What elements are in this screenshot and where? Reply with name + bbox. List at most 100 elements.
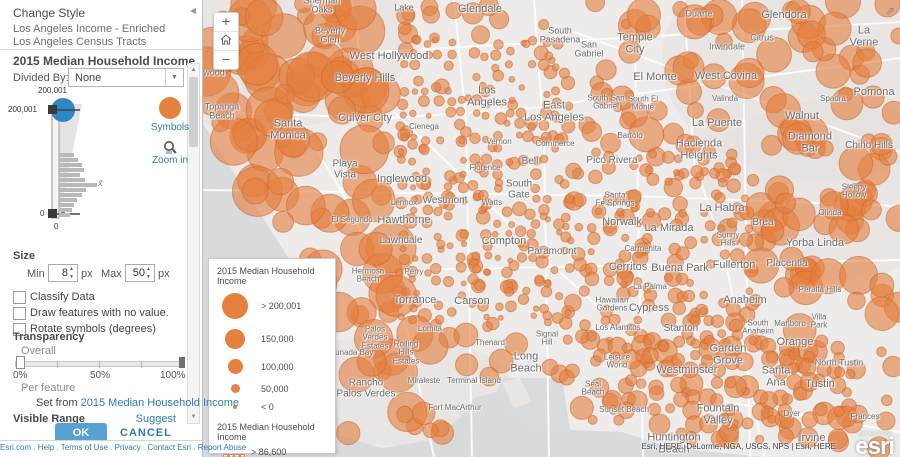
spin-down-icon: ▼ — [69, 274, 74, 280]
income-symbol — [442, 276, 455, 288]
income-symbol — [710, 314, 725, 328]
expand-map-icon[interactable]: ⇗ — [884, 4, 895, 18]
max-size-spinner[interactable]: ▲ ▼ — [144, 265, 153, 281]
income-symbol — [550, 266, 559, 275]
min-size-spinner[interactable]: ▲ ▼ — [67, 265, 76, 281]
legend-circle — [222, 293, 248, 319]
income-symbol — [574, 222, 584, 232]
income-symbol — [584, 271, 600, 287]
income-symbol — [409, 304, 418, 313]
income-symbol — [477, 300, 489, 312]
zoom-in-histogram-link[interactable]: Zoom in — [151, 155, 189, 166]
income-symbol — [689, 315, 701, 327]
map-attribution: Esri, HERE, DeLorme, NGA, USGS, NPS | Es… — [641, 442, 836, 451]
income-symbol — [615, 195, 625, 205]
income-symbol — [539, 154, 549, 164]
min-label: Min — [27, 268, 45, 280]
income-symbol — [725, 301, 741, 317]
income-symbol — [430, 82, 442, 93]
income-symbol — [406, 265, 419, 278]
footer-link[interactable]: Contact Esri — [147, 443, 192, 452]
income-symbol — [472, 109, 481, 117]
suggest-link[interactable]: Suggest — [135, 413, 176, 425]
cancel-button[interactable]: CANCEL — [120, 427, 172, 439]
income-symbol — [715, 32, 733, 51]
footer-link[interactable]: Esri.com — [0, 443, 32, 452]
income-symbol — [419, 144, 430, 156]
income-symbol — [471, 25, 490, 45]
collapse-panel-icon[interactable]: ◀ — [189, 6, 196, 15]
income-symbol — [705, 259, 716, 269]
income-symbol — [421, 217, 433, 229]
checkbox[interactable] — [13, 291, 26, 304]
income-symbol — [702, 145, 716, 160]
income-symbol — [538, 19, 550, 31]
income-symbol — [394, 196, 408, 210]
income-symbol — [748, 335, 758, 346]
income-symbol — [411, 35, 420, 44]
income-symbol — [352, 178, 396, 223]
tick-label-50: 50% — [90, 370, 111, 381]
histogram-bar — [59, 158, 78, 162]
checkbox-label: Classify Data — [30, 291, 95, 303]
zoom-in-button[interactable]: + — [221, 13, 231, 29]
footer-link[interactable]: Privacy — [114, 443, 141, 452]
footer-link[interactable]: Terms of Use — [60, 443, 108, 452]
income-symbol — [587, 231, 601, 245]
income-symbol — [469, 153, 481, 165]
income-symbol — [719, 249, 731, 260]
panel-scrollbar[interactable]: ▲ ▼ — [187, 63, 200, 424]
checkbox[interactable] — [13, 307, 26, 320]
income-symbol — [372, 131, 395, 154]
income-symbol — [625, 374, 638, 387]
footer-link[interactable]: Report Abuse — [197, 443, 247, 452]
visible-range-heading: Visible Range — [13, 413, 85, 425]
income-symbol — [448, 38, 457, 47]
income-symbol — [613, 102, 623, 113]
income-symbol — [436, 136, 445, 145]
income-symbol — [828, 213, 860, 245]
income-symbol — [504, 332, 529, 357]
scroll-down-icon[interactable]: ▼ — [190, 414, 197, 420]
transparency-slider-handle[interactable] — [16, 356, 25, 369]
ok-button[interactable]: OK — [55, 423, 107, 443]
min-size-input[interactable]: 8 ▲ ▼ — [48, 264, 78, 282]
income-symbol — [409, 109, 417, 118]
magnifier-zoom-icon[interactable] — [163, 140, 178, 155]
scrollbar-thumb[interactable] — [189, 77, 198, 147]
income-symbol — [455, 353, 479, 377]
footer-link[interactable]: Help — [37, 443, 55, 452]
income-symbol — [616, 207, 625, 217]
legend-color-row: > 86,600 < 32,956 — [209, 444, 335, 457]
income-symbol — [410, 206, 418, 215]
transparency-slider-track[interactable] — [15, 361, 185, 367]
income-symbol — [413, 289, 420, 297]
income-symbol — [726, 178, 742, 193]
income-symbol — [530, 183, 541, 194]
income-symbol — [514, 225, 527, 238]
home-button[interactable] — [214, 31, 238, 50]
income-symbol — [551, 144, 560, 153]
legend-size-row: 50,000 — [209, 379, 335, 398]
income-symbol — [424, 51, 433, 60]
map-canvas[interactable]: Sherman Oaks Lake Glendale Beverly Glen Sout… — [202, 0, 900, 457]
income-symbol — [444, 87, 452, 95]
max-size-input[interactable]: 50 ▲ ▼ — [125, 264, 155, 282]
checkbox-label: Draw features with no value. — [30, 307, 169, 319]
scroll-up-icon[interactable]: ▲ — [190, 67, 197, 73]
income-symbol — [629, 161, 639, 171]
income-symbol — [726, 148, 738, 161]
legend-size-row: 100,000 — [209, 354, 335, 379]
zoom-out-button[interactable]: − — [214, 50, 238, 69]
spin-down-icon: ▼ — [146, 274, 151, 280]
income-symbol — [460, 196, 469, 205]
income-symbol — [661, 150, 675, 164]
income-symbol — [777, 428, 794, 445]
income-symbol — [517, 293, 530, 305]
income-symbol — [682, 361, 699, 379]
checkbox[interactable] — [13, 323, 26, 336]
income-symbol — [635, 378, 647, 389]
symbols-link[interactable]: Symbols — [150, 122, 190, 133]
set-from-attribute-link[interactable]: 2015 Median Household Income — [80, 397, 240, 409]
divided-by-select[interactable]: None ▼ — [68, 68, 184, 87]
